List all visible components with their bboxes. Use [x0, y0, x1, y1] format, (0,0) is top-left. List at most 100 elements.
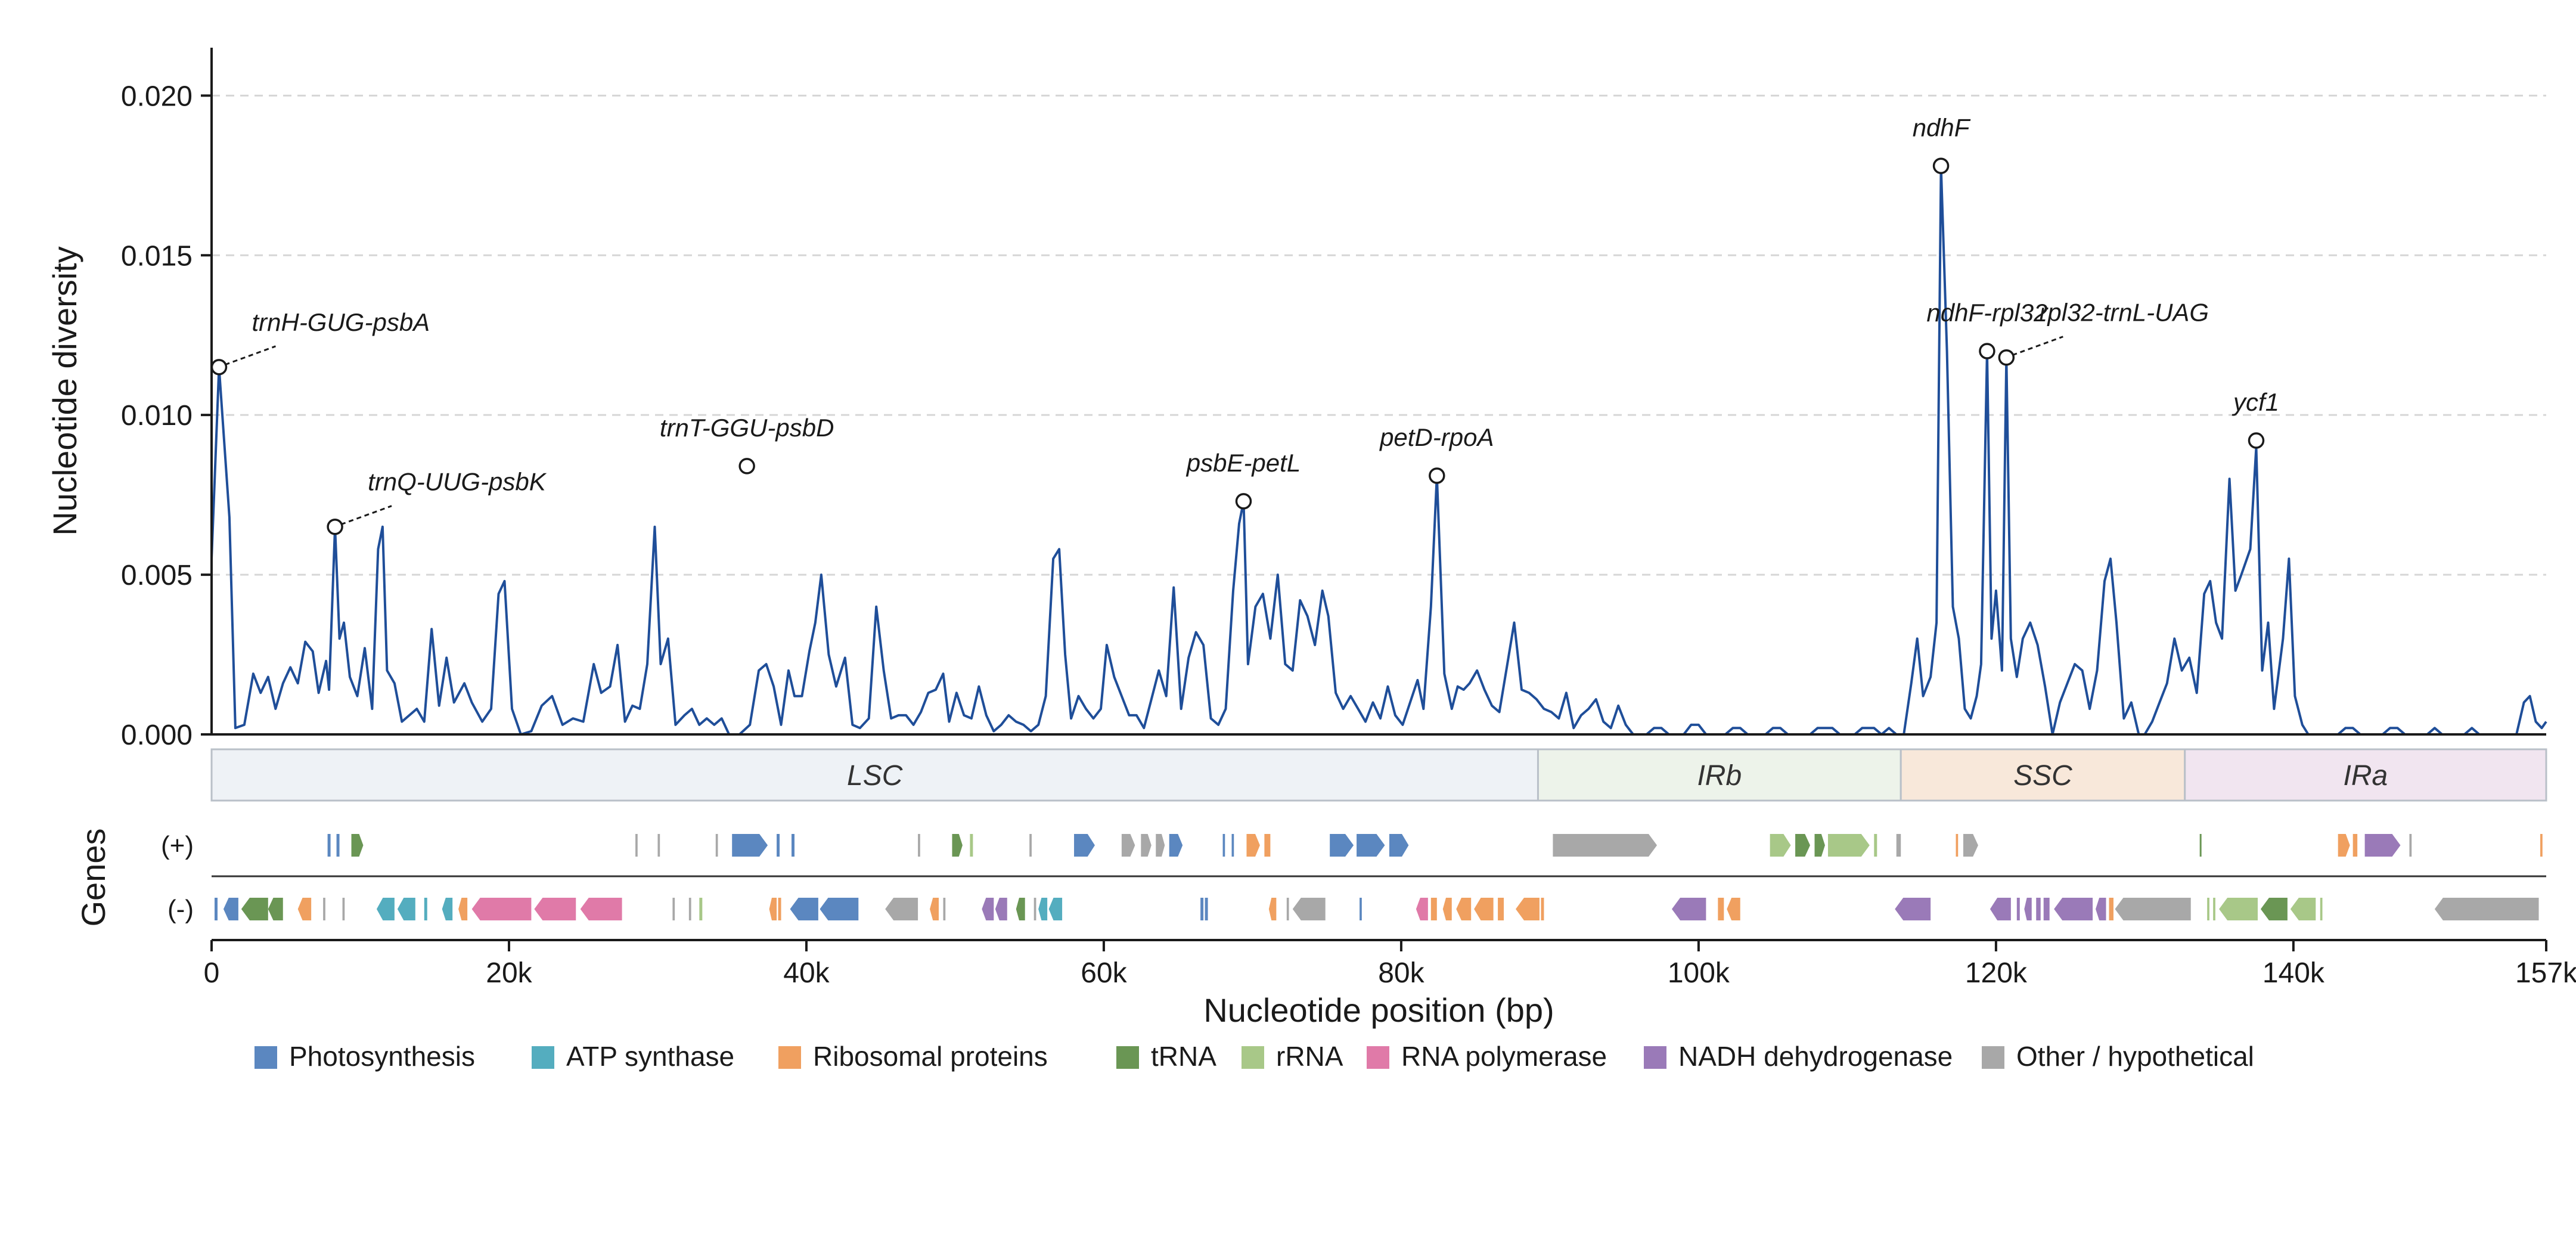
x-tick-label: 157k	[2515, 957, 2576, 989]
genes-track-title: Genes	[75, 829, 112, 927]
gene-minus	[995, 898, 1007, 920]
legend-swatch	[1116, 1046, 1139, 1069]
x-tick-label: 100k	[1668, 957, 1730, 989]
gene-minus	[778, 898, 781, 920]
legend-swatch	[532, 1046, 554, 1069]
gene-minus	[688, 898, 691, 920]
gene-plus	[777, 834, 780, 857]
peak-marker	[2248, 432, 2265, 449]
gene-minus	[2207, 898, 2209, 920]
gene-minus	[1671, 898, 1706, 920]
gene-plus	[792, 834, 795, 857]
gene-minus	[2115, 898, 2191, 920]
y-tick-label: 0.010	[121, 400, 193, 432]
peak-marker	[210, 359, 228, 376]
gene-minus	[580, 898, 622, 920]
gene-minus	[2213, 898, 2215, 920]
peak-label: trnT-GGU-psbD	[660, 414, 834, 442]
peak-label: psbE-petL	[1185, 449, 1301, 477]
gene-minus	[790, 898, 818, 920]
gene-plus	[1246, 834, 1260, 857]
y-tick-label: 0.020	[121, 80, 193, 112]
legend-label: tRNA	[1151, 1041, 1216, 1072]
gene-plus	[1814, 834, 1825, 857]
peak-marker	[1429, 467, 1445, 484]
gene-minus	[1456, 898, 1472, 920]
gene-plus	[1169, 834, 1183, 857]
gene-plus	[1389, 834, 1409, 857]
gene-plus	[1956, 834, 1959, 857]
gene-plus	[1156, 834, 1165, 857]
peak-marker	[1932, 157, 1950, 175]
legend-label: rRNA	[1276, 1041, 1343, 1072]
gene-plus	[1770, 834, 1791, 857]
diversity-line	[210, 165, 2547, 736]
gene-minus	[1268, 898, 1277, 920]
gene-minus	[2290, 898, 2316, 920]
x-tick-label: 120k	[1965, 957, 2028, 989]
gene-minus	[2024, 898, 2032, 920]
diversity-line-layer	[210, 165, 2547, 736]
y-tick-label: 0.005	[121, 560, 193, 591]
x-axis-title: Nucleotide position (bp)	[1203, 991, 1554, 1029]
gene-minus	[2320, 898, 2323, 920]
peak-leader-line	[340, 505, 392, 526]
y-tick-label: 0.015	[121, 240, 193, 272]
gene-minus	[1200, 898, 1204, 920]
legend-label: Photosynthesis	[289, 1041, 475, 1072]
genome-regions-bar: LSC IRb SSC IRa	[210, 748, 2547, 802]
gene-minus	[268, 898, 283, 920]
region-label: SSC	[2013, 760, 2072, 792]
legend-swatch	[1644, 1046, 1666, 1069]
x-tick-label: 20k	[486, 957, 532, 989]
gene-plus	[715, 834, 718, 857]
gene-minus	[672, 898, 675, 920]
strand-label-plus: (+)	[161, 831, 194, 860]
gene-minus	[2434, 898, 2539, 920]
gene-plus	[952, 834, 963, 857]
gene-plus	[1963, 834, 1978, 857]
gene-minus	[1416, 898, 1428, 920]
gene-minus	[241, 898, 268, 920]
gene-plus	[2540, 834, 2543, 857]
grid-layer	[212, 94, 2546, 576]
peak-marker	[327, 518, 343, 535]
gene-plus	[1827, 834, 1870, 857]
axes-layer: Nucleotide diversity Nucleotide position…	[46, 48, 2576, 1029]
legend-label: RNA polymerase	[1401, 1041, 1607, 1072]
gene-minus	[397, 898, 415, 920]
gene-minus	[885, 898, 918, 920]
peak-marker	[1979, 343, 1995, 359]
region-box	[2184, 748, 2547, 802]
gene-minus	[1205, 898, 1208, 920]
gene-minus	[1474, 898, 1494, 920]
gene-plus	[1141, 834, 1152, 857]
gene-minus	[342, 898, 345, 920]
gene-minus	[2260, 898, 2288, 920]
gene-minus	[1895, 898, 1931, 920]
gene-minus	[1516, 898, 1540, 920]
gene-plus	[1896, 834, 1901, 857]
gene-plus	[970, 834, 973, 857]
gene-plus	[918, 834, 920, 857]
region-label: IRa	[2344, 760, 2388, 792]
gene-minus	[297, 898, 312, 920]
gene-minus	[442, 898, 453, 920]
gene-plus	[1029, 834, 1032, 857]
x-tick-label: 140k	[2262, 957, 2325, 989]
x-tick-label: 80k	[1378, 957, 1424, 989]
x-tick-label: 0	[204, 957, 220, 989]
gene-plus	[2409, 834, 2412, 857]
gene-minus	[1292, 898, 1326, 920]
peak-label: trnQ-UUG-psbK	[368, 468, 547, 496]
gene-minus	[982, 898, 994, 920]
gene-minus	[943, 898, 946, 920]
gene-minus	[1990, 898, 2011, 920]
legend-swatch	[1242, 1046, 1264, 1069]
peak-label: trnH-GUG-psbA	[252, 308, 430, 336]
region-label: LSC	[847, 760, 903, 792]
gene-minus	[2054, 898, 2093, 920]
legend-swatch	[778, 1046, 801, 1069]
gene-plus	[1357, 834, 1385, 857]
